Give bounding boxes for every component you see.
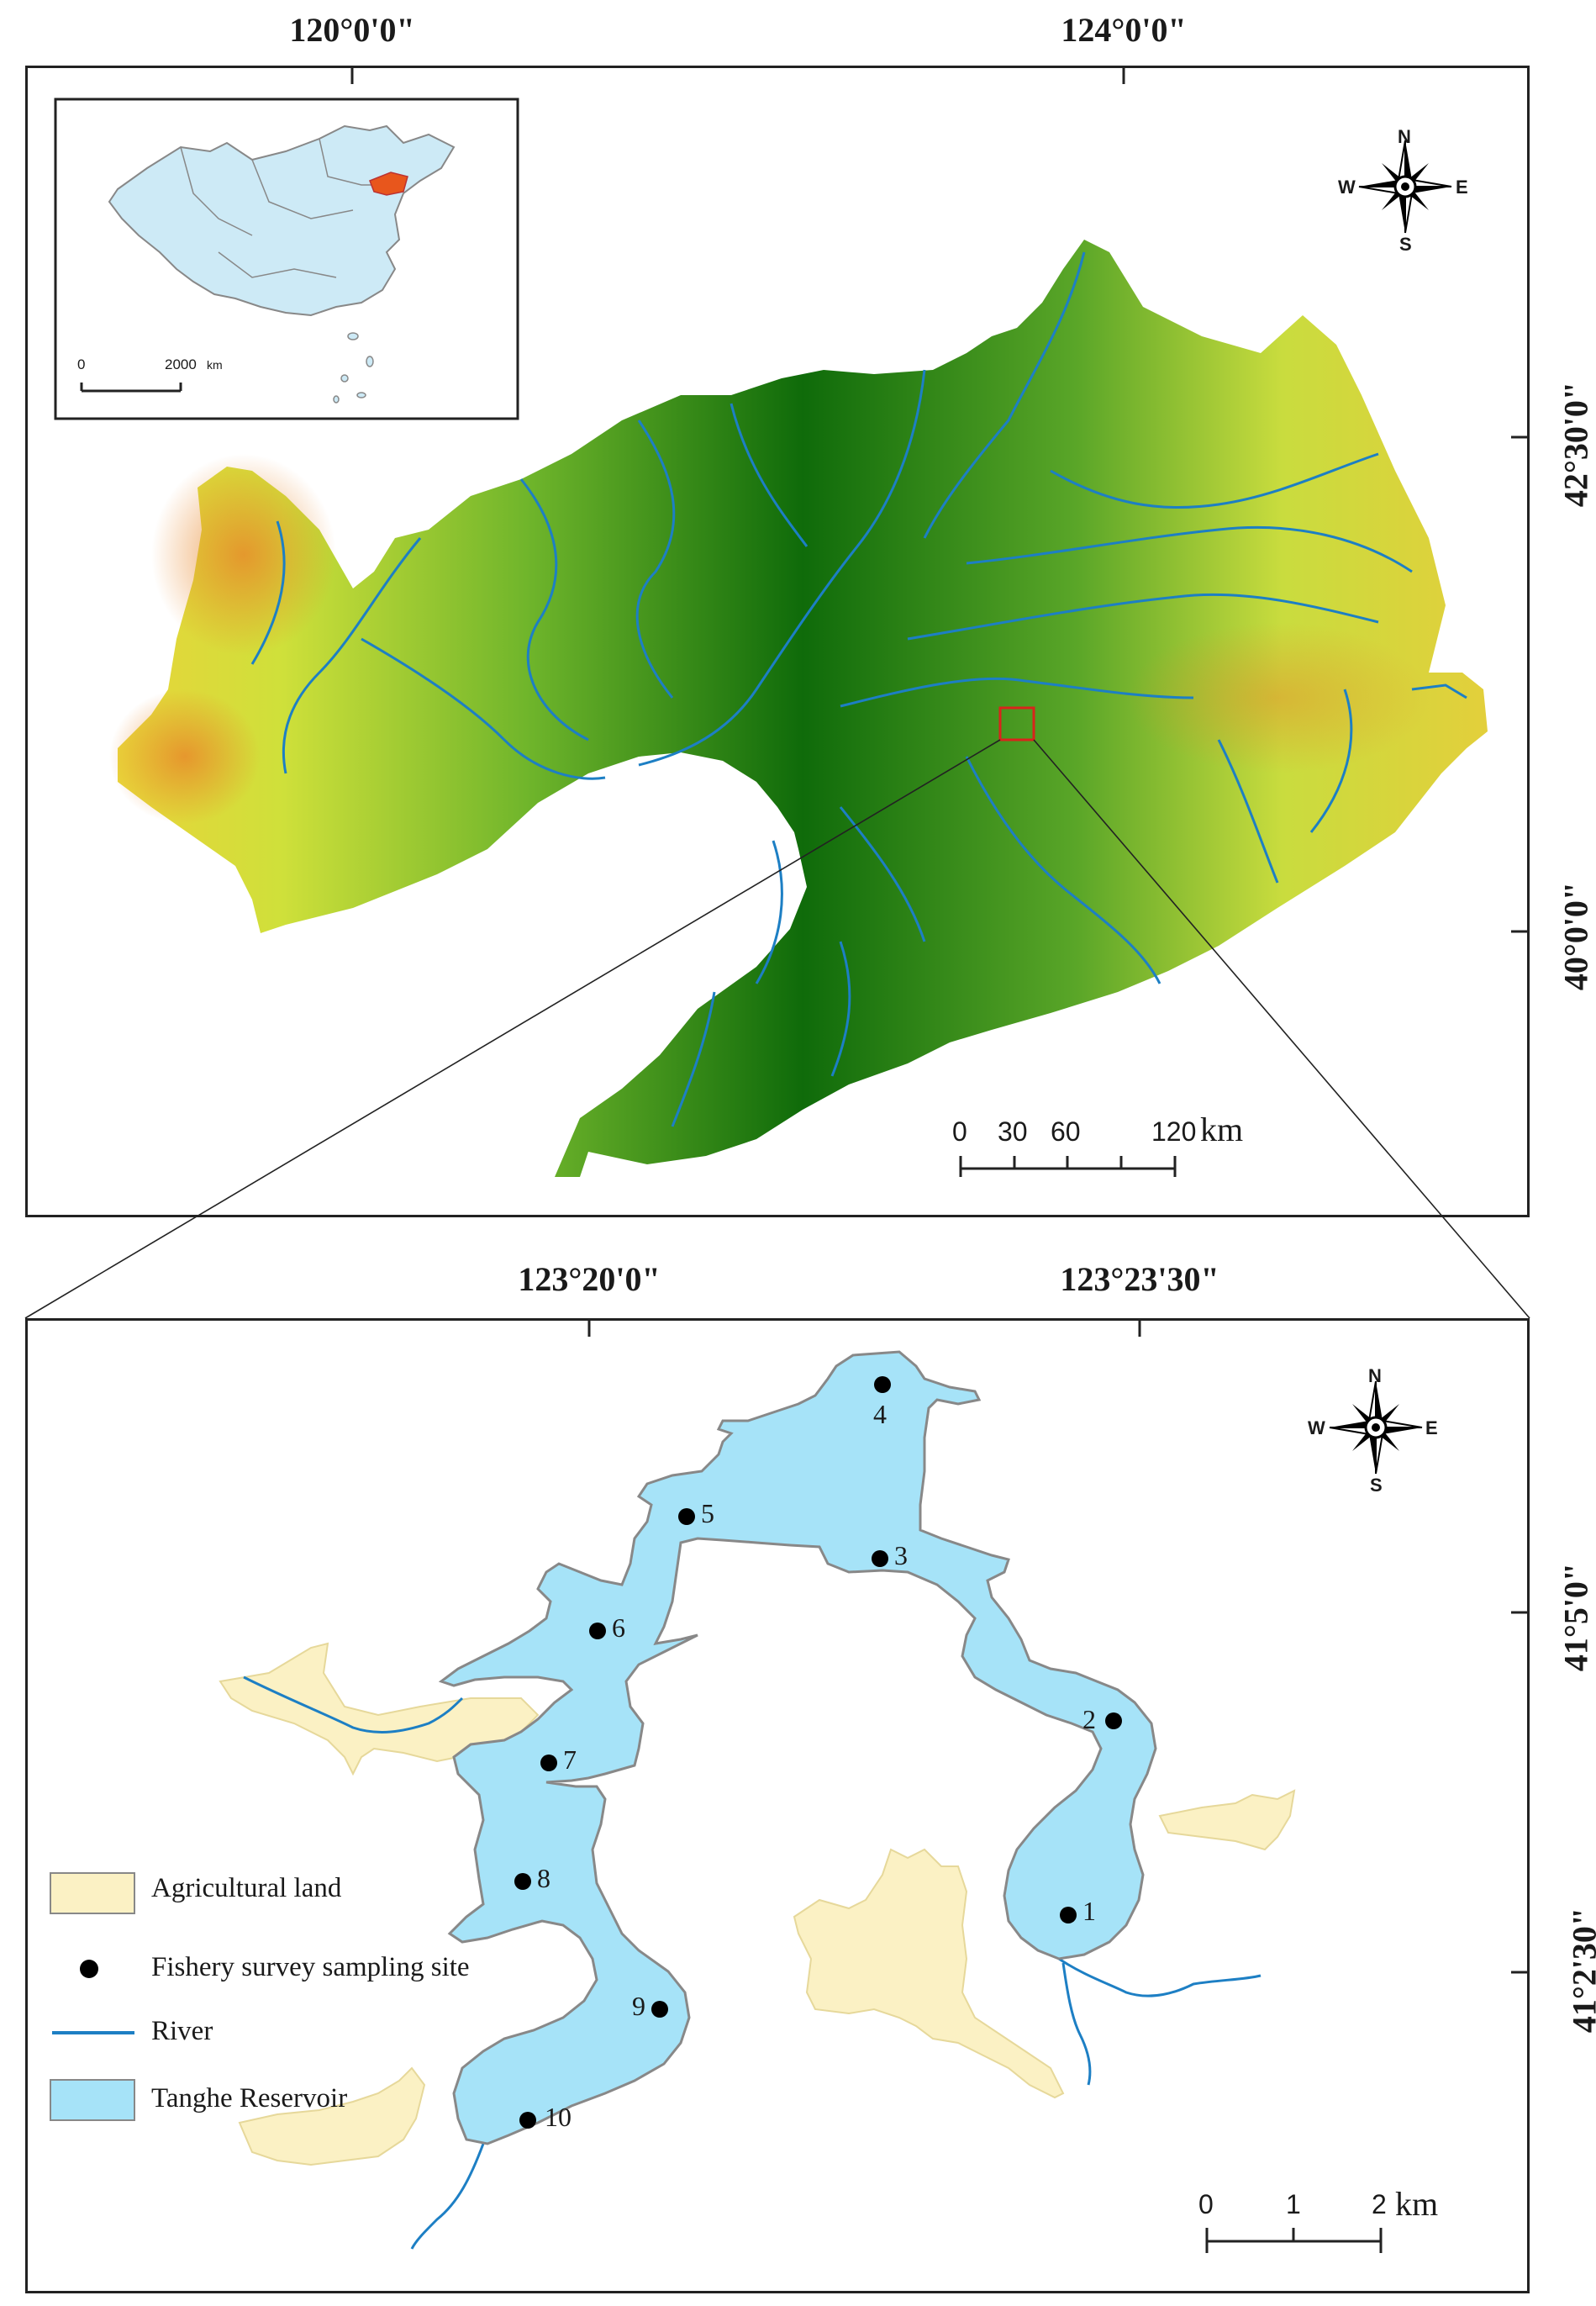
- inset-scale-0: 0: [77, 356, 86, 372]
- site-label-4: 4: [873, 1399, 887, 1429]
- liaoning-highlight: [369, 171, 408, 196]
- site-1: [1060, 1907, 1077, 1923]
- bottom-scale-2: 2: [1372, 2189, 1387, 2219]
- top-scale-unit: km: [1200, 1111, 1244, 1148]
- agricultural-land-patches: [219, 1642, 1296, 2166]
- site-6: [589, 1623, 606, 1639]
- legend-swatch-agri: [50, 1872, 135, 1914]
- site-5: [678, 1508, 695, 1525]
- bottom-frame-ticks: [587, 1318, 1530, 1974]
- top-scale-bar: [959, 1156, 1177, 1177]
- site-label-3: 3: [894, 1540, 908, 1570]
- bottom-compass-n: N: [1368, 1365, 1382, 1386]
- bottom-scale-1: 1: [1286, 2189, 1301, 2219]
- legend-label-site: Fishery survey sampling site: [151, 1952, 470, 1982]
- legend-label-reservoir: Tanghe Reservoir: [151, 2083, 348, 2113]
- site-label-7: 7: [563, 1744, 577, 1775]
- bottom-lon-label-12320: 123°20'0": [518, 1260, 661, 1298]
- site-label-10: 10: [545, 2102, 572, 2132]
- site-2: [1105, 1712, 1122, 1729]
- top-compass-s: S: [1399, 234, 1412, 255]
- legend-swatch-site: [80, 1960, 98, 1978]
- site-label-6: 6: [612, 1612, 625, 1643]
- site-7: [540, 1755, 557, 1771]
- bottom-scale-bar: [1205, 2228, 1383, 2253]
- top-scale-30: 30: [998, 1116, 1028, 1147]
- top-compass-w: W: [1338, 177, 1356, 198]
- top-lon-label-120: 120°0'0": [289, 11, 415, 49]
- inset-scale-bar: [80, 383, 182, 393]
- inset-scale-2000: 2000: [165, 356, 197, 372]
- bottom-map-frame: [25, 1318, 1530, 2293]
- liaoning-terrain: [118, 240, 1488, 1177]
- legend-label-river: River: [151, 2016, 213, 2046]
- zoom-connector-lines: [24, 739, 1530, 1319]
- site-10: [519, 2112, 536, 2129]
- legend-swatch-reservoir: [50, 2079, 135, 2121]
- legend-label-agri: Agricultural land: [151, 1873, 342, 1903]
- bottom-compass-s: S: [1370, 1475, 1383, 1496]
- site-label-2: 2: [1082, 1704, 1096, 1734]
- bottom-rivers: [243, 1675, 1262, 2250]
- site-4: [874, 1376, 891, 1393]
- bottom-compass-w: W: [1308, 1417, 1325, 1438]
- china-outline: [108, 124, 456, 317]
- top-frame-ticks: [350, 66, 1530, 933]
- study-area-box: [998, 706, 1035, 741]
- top-compass-n: N: [1398, 126, 1411, 147]
- site-3: [872, 1550, 888, 1567]
- site-label-1: 1: [1082, 1896, 1096, 1926]
- top-lon-label-124: 124°0'0": [1061, 11, 1187, 49]
- bottom-compass-rose: [1329, 1380, 1423, 1475]
- site-9: [651, 2001, 668, 2018]
- bottom-compass-e: E: [1425, 1417, 1438, 1438]
- site-label-8: 8: [537, 1863, 550, 1893]
- site-8: [514, 1873, 531, 1890]
- top-scale-120: 120: [1151, 1116, 1197, 1147]
- site-label-5: 5: [701, 1498, 714, 1528]
- top-compass-rose: [1358, 140, 1452, 234]
- inset-scale-unit: km: [207, 358, 223, 372]
- bottom-scale-unit: km: [1395, 2185, 1439, 2223]
- tanghe-reservoir: [438, 1350, 1157, 2145]
- bottom-scale-0: 0: [1198, 2189, 1214, 2219]
- sampling-sites: [514, 1376, 1122, 2129]
- top-compass-e: E: [1456, 177, 1468, 198]
- top-scale-0: 0: [952, 1116, 967, 1147]
- bottom-lon-label-1232330: 123°23'30": [1060, 1260, 1219, 1298]
- site-label-9: 9: [632, 1991, 645, 2021]
- top-rivers: [250, 251, 1467, 1127]
- top-scale-60: 60: [1051, 1116, 1081, 1147]
